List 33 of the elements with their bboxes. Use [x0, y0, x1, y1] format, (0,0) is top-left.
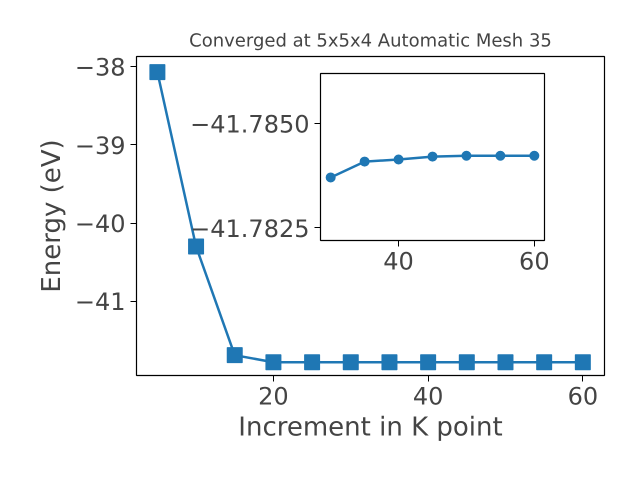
- chart-title: Converged at 5x5x4 Automatic Mesh 35: [189, 30, 552, 52]
- point: [495, 150, 506, 161]
- y-axis-title: Energy (eV): [36, 139, 67, 293]
- y-tick-label: −41.7825: [190, 214, 310, 243]
- point: [265, 354, 282, 370]
- y-tick-label: −40: [74, 210, 126, 238]
- y-tick-label: −41: [74, 288, 126, 316]
- point: [226, 347, 243, 364]
- x-tick-label: 60: [568, 382, 598, 410]
- point: [394, 154, 404, 164]
- point: [360, 156, 370, 167]
- point: [536, 354, 552, 370]
- point: [381, 354, 398, 370]
- point: [188, 238, 204, 254]
- x-axis-title: Increment in K point: [238, 412, 503, 442]
- point: [428, 152, 438, 162]
- point: [461, 150, 472, 161]
- point: [149, 64, 166, 80]
- x-tick-label: 60: [519, 248, 550, 276]
- point: [420, 354, 436, 370]
- point: [458, 354, 475, 370]
- x-tick-label: 40: [383, 248, 414, 276]
- x-tick-label: 40: [412, 382, 444, 410]
- y-tick-label: −38: [74, 54, 126, 82]
- y-tick-label: −39: [74, 132, 126, 160]
- point: [529, 150, 540, 161]
- point: [574, 354, 591, 370]
- point: [326, 172, 336, 182]
- point: [497, 354, 514, 370]
- point: [304, 354, 320, 370]
- point: [342, 354, 359, 370]
- y-tick-label: −41.7850: [190, 110, 310, 139]
- x-tick-label: 20: [258, 382, 289, 410]
